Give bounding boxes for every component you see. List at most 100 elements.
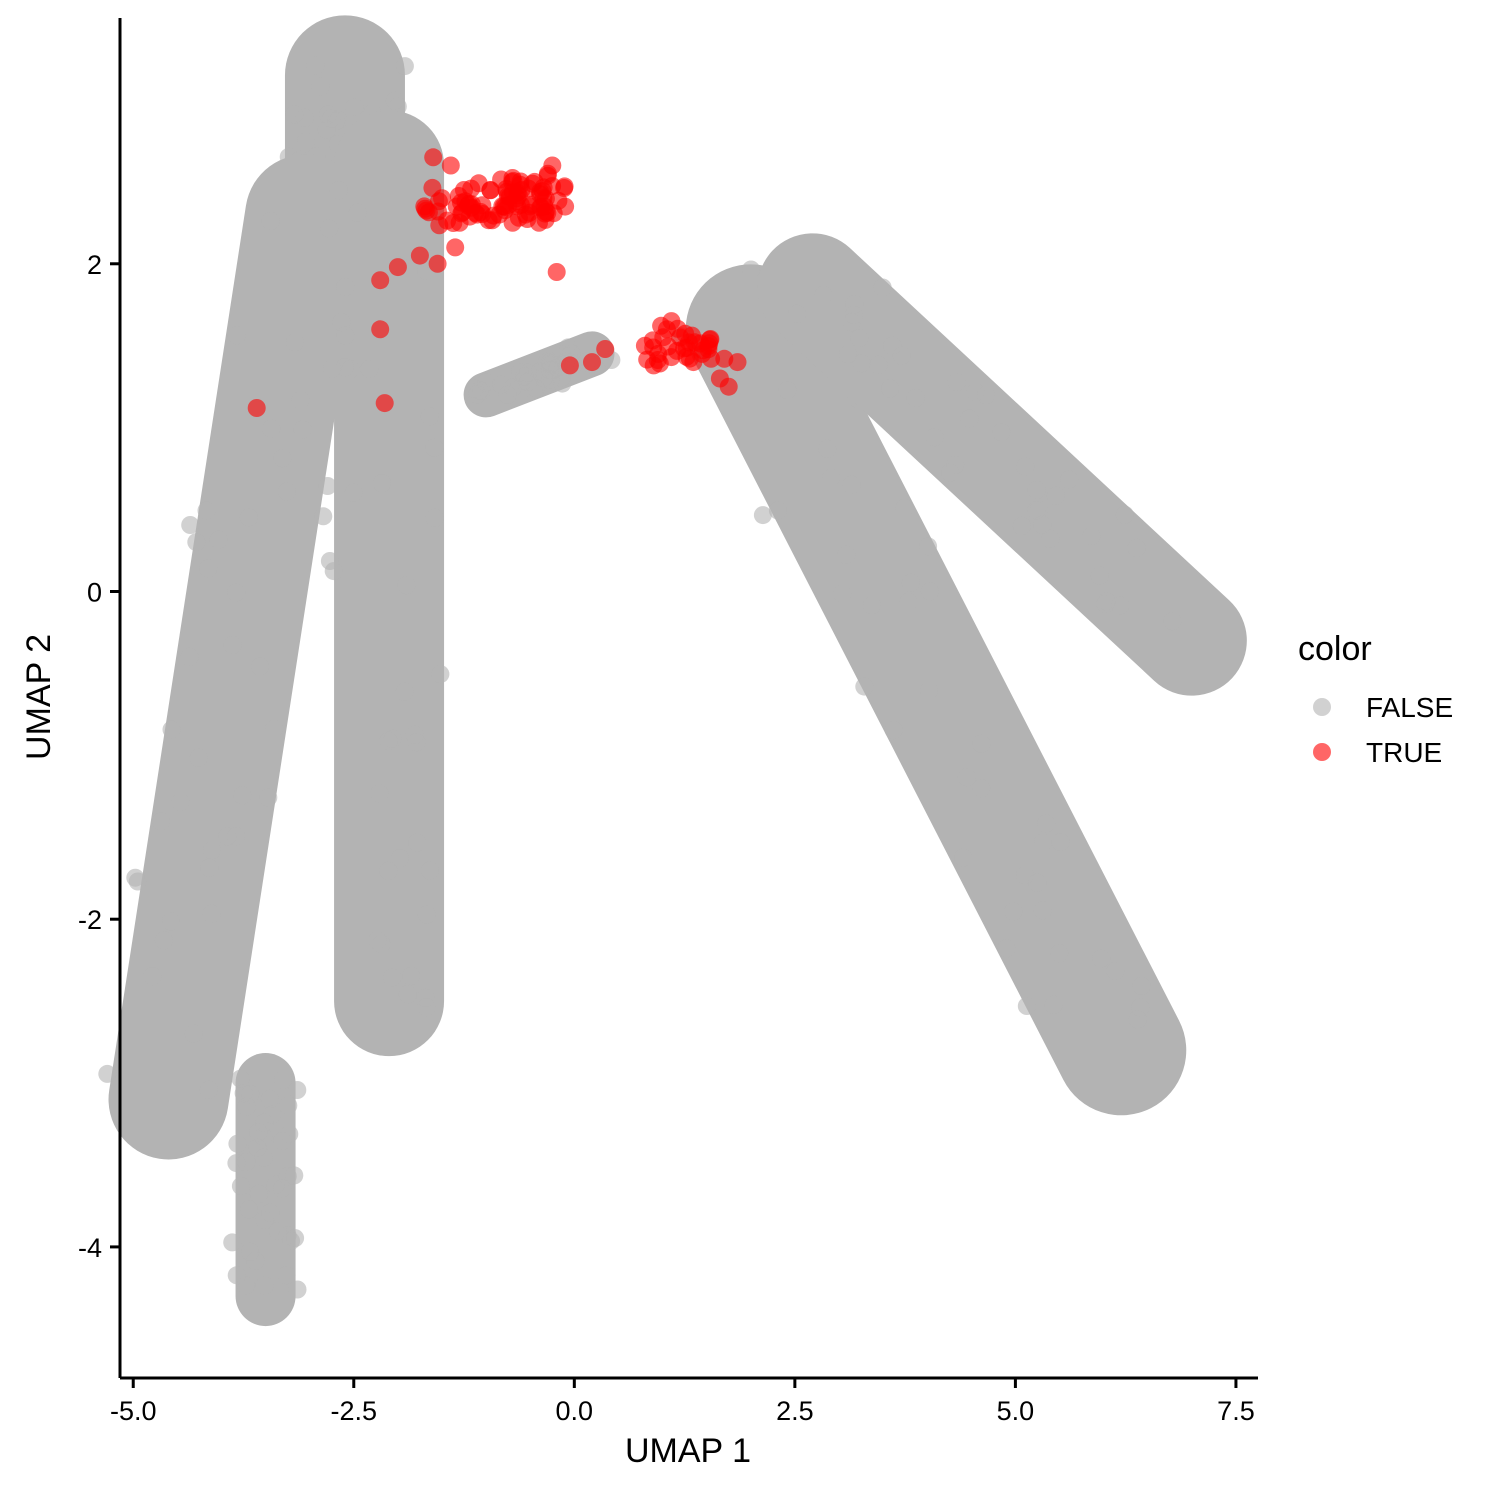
false-point	[249, 1184, 268, 1203]
false-point	[297, 132, 315, 151]
true-point	[479, 211, 498, 230]
true-point	[247, 399, 266, 417]
false-point	[360, 360, 379, 378]
false-point	[180, 647, 199, 666]
false-point	[972, 779, 991, 798]
y-tick-label: -4	[78, 1233, 102, 1263]
y-axis-title: UMAP 2	[20, 634, 58, 760]
false-point	[237, 1153, 256, 1171]
false-point	[273, 449, 292, 468]
true-point	[560, 356, 579, 375]
false-point	[833, 584, 852, 603]
true-point	[423, 178, 442, 197]
false-point-cluster	[742, 233, 1247, 696]
x-tick-label: 5.0	[997, 1396, 1035, 1426]
false-point	[1037, 814, 1056, 833]
false-point	[344, 483, 363, 502]
false-point	[200, 858, 219, 877]
false-point	[199, 1080, 218, 1099]
false-point	[1034, 833, 1052, 852]
false-point	[417, 905, 436, 924]
false-point	[262, 419, 281, 438]
false-point	[925, 428, 944, 447]
false-point	[869, 355, 888, 374]
true-point	[728, 353, 747, 372]
false-point	[383, 968, 402, 987]
false-point	[855, 677, 874, 696]
false-point	[906, 389, 925, 407]
false-point	[241, 1242, 259, 1261]
false-point	[277, 1266, 296, 1285]
false-point	[881, 379, 900, 398]
true-point	[583, 353, 601, 372]
true-point	[547, 263, 566, 281]
false-point	[407, 733, 426, 752]
false-point	[254, 1148, 273, 1167]
false-point	[837, 545, 856, 564]
false-cluster-body	[757, 233, 1247, 696]
true-point	[375, 394, 394, 413]
false-point	[839, 345, 857, 364]
legend: color FALSE TRUE	[1298, 630, 1453, 768]
false-point	[966, 383, 985, 401]
false-point	[265, 719, 283, 738]
true-point	[496, 198, 515, 216]
false-point	[345, 98, 364, 116]
false-point	[850, 329, 869, 348]
false-point	[919, 537, 938, 556]
true-point	[428, 254, 447, 273]
false-point	[1033, 515, 1052, 534]
legend-title: color	[1298, 630, 1372, 668]
false-point	[1044, 995, 1063, 1014]
false-point	[286, 333, 304, 352]
x-tick-label: 0.0	[556, 1396, 594, 1426]
true-point	[668, 341, 686, 360]
false-point	[1051, 833, 1070, 852]
false-point	[553, 374, 572, 393]
false-point	[1090, 566, 1109, 585]
false-point	[318, 477, 337, 495]
false-point	[519, 363, 538, 382]
false-point	[154, 931, 173, 950]
false-point	[1017, 997, 1036, 1015]
false-point	[260, 1089, 279, 1108]
true-point	[460, 207, 479, 226]
false-point	[1004, 902, 1023, 921]
false-point	[98, 1064, 117, 1083]
true-point	[518, 210, 537, 228]
false-point	[162, 912, 180, 931]
false-point	[1046, 486, 1065, 505]
false-point	[997, 939, 1016, 958]
false-point	[742, 260, 760, 279]
false-point	[408, 833, 427, 852]
series-true	[247, 148, 747, 417]
false-point	[391, 849, 409, 868]
false-point	[227, 326, 246, 345]
true-point	[481, 181, 500, 200]
false-point	[1092, 949, 1111, 968]
false-point	[842, 313, 861, 332]
false-point	[273, 1132, 292, 1150]
false-point	[892, 346, 911, 365]
false-point	[203, 841, 221, 860]
false-point	[187, 533, 206, 552]
false-point	[822, 468, 840, 487]
false-point	[395, 682, 414, 701]
false-point	[814, 285, 833, 304]
false-point	[240, 1200, 258, 1219]
false-point	[249, 1123, 268, 1142]
false-point	[899, 592, 918, 611]
false-point	[152, 812, 170, 831]
false-point	[863, 596, 881, 615]
false-point	[920, 582, 939, 601]
false-point	[228, 1134, 247, 1153]
false-point-cluster	[320, 110, 450, 1057]
false-point	[1016, 866, 1034, 885]
false-point	[992, 423, 1011, 442]
false-point	[348, 203, 367, 222]
false-point	[842, 475, 861, 494]
false-point	[320, 552, 339, 570]
false-point	[251, 657, 269, 676]
false-point	[385, 91, 404, 110]
false-point	[895, 498, 914, 517]
